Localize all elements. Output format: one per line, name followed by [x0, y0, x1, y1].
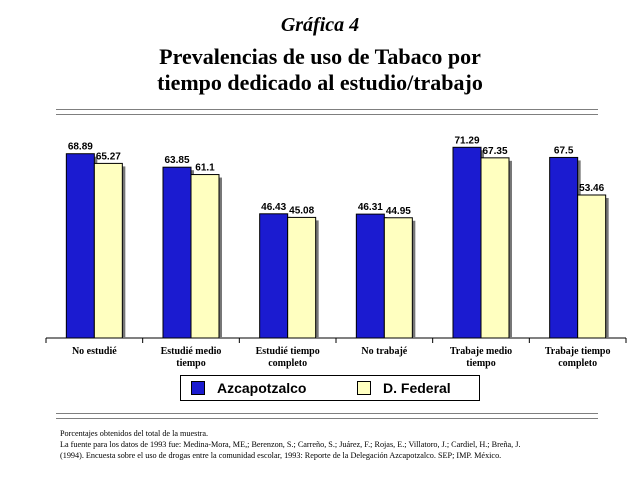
x-tick-label-3: completo [268, 358, 307, 369]
bar-series-2-4 [383, 217, 413, 339]
bar-series-2-5 [480, 157, 510, 339]
data-label-series-1-5: 71.29 [454, 135, 479, 146]
chart-title-line-1: Prevalencias de uso de Tabaco por [159, 44, 481, 69]
x-tick-label-4: No trabajé [361, 346, 407, 357]
bar-series-1-3 [259, 213, 289, 339]
chart-title: Prevalencias de uso de Tabaco por tiempo… [0, 44, 640, 96]
data-label-series-1-4: 46.31 [358, 202, 383, 213]
x-tick-label-6: Trabaje tiempo [545, 346, 611, 357]
note-line-3: (1994). Encuesta sobre el uso de drogas … [60, 451, 502, 460]
x-tick-label-1: No estudié [72, 346, 117, 357]
x-tick-label-2: Estudié medio [161, 346, 222, 357]
chart-legend: Azcapotzalco D. Federal [180, 375, 480, 401]
top-divider [56, 109, 598, 115]
x-tick-label-2: tiempo [176, 358, 205, 369]
bar-series-2-6 [577, 194, 607, 339]
x-tick-label-5: tiempo [466, 358, 495, 369]
data-label-series-2-6: 53.46 [579, 183, 604, 194]
data-label-series-1-3: 46.43 [261, 202, 286, 213]
bar-series-1-1 [65, 153, 95, 339]
data-label-series-2-4: 44.95 [386, 206, 411, 217]
bar-series-1-4 [355, 213, 385, 339]
legend-swatch-series-1 [191, 381, 205, 395]
legend-label-series-2: D. Federal [383, 380, 451, 396]
bar-series-2-2 [190, 174, 220, 339]
source-notes: Porcentajes obtenidos del total de la mu… [60, 428, 600, 461]
data-label-series-2-3: 45.08 [289, 205, 314, 216]
legend-label-series-1: Azcapotzalco [217, 380, 307, 396]
bar-series-1-6 [549, 156, 579, 339]
data-label-series-1-6: 67.5 [554, 145, 574, 156]
chart-title-line-2: tiempo dedicado al estudio/trabajo [157, 70, 483, 95]
note-line-2: La fuente para los datos de 1993 fue: Me… [60, 440, 521, 449]
bar-series-1-5 [452, 146, 482, 339]
legend-item-series-2: D. Federal [357, 380, 451, 396]
data-label-series-1-1: 68.89 [68, 142, 93, 153]
legend-swatch-series-2 [357, 381, 371, 395]
bar-series-1-2 [162, 166, 192, 339]
bottom-divider [56, 413, 598, 419]
bar-series-2-1 [93, 162, 123, 339]
x-tick-label-3: Estudié tiempo [256, 346, 320, 357]
legend-item-series-1: Azcapotzalco [191, 380, 306, 396]
bar-series-2-3 [287, 216, 317, 339]
note-line-1: Porcentajes obtenidos del total de la mu… [60, 429, 209, 438]
x-tick-label-5: Trabaje medio [450, 346, 512, 357]
chart-kicker: Gráfica 4 [280, 14, 360, 36]
data-label-series-2-1: 65.27 [96, 151, 121, 162]
data-label-series-2-2: 61.1 [195, 163, 215, 174]
data-label-series-2-5: 67.35 [482, 146, 507, 157]
x-tick-label-6: completo [558, 358, 597, 369]
data-label-series-1-2: 63.85 [164, 155, 189, 166]
